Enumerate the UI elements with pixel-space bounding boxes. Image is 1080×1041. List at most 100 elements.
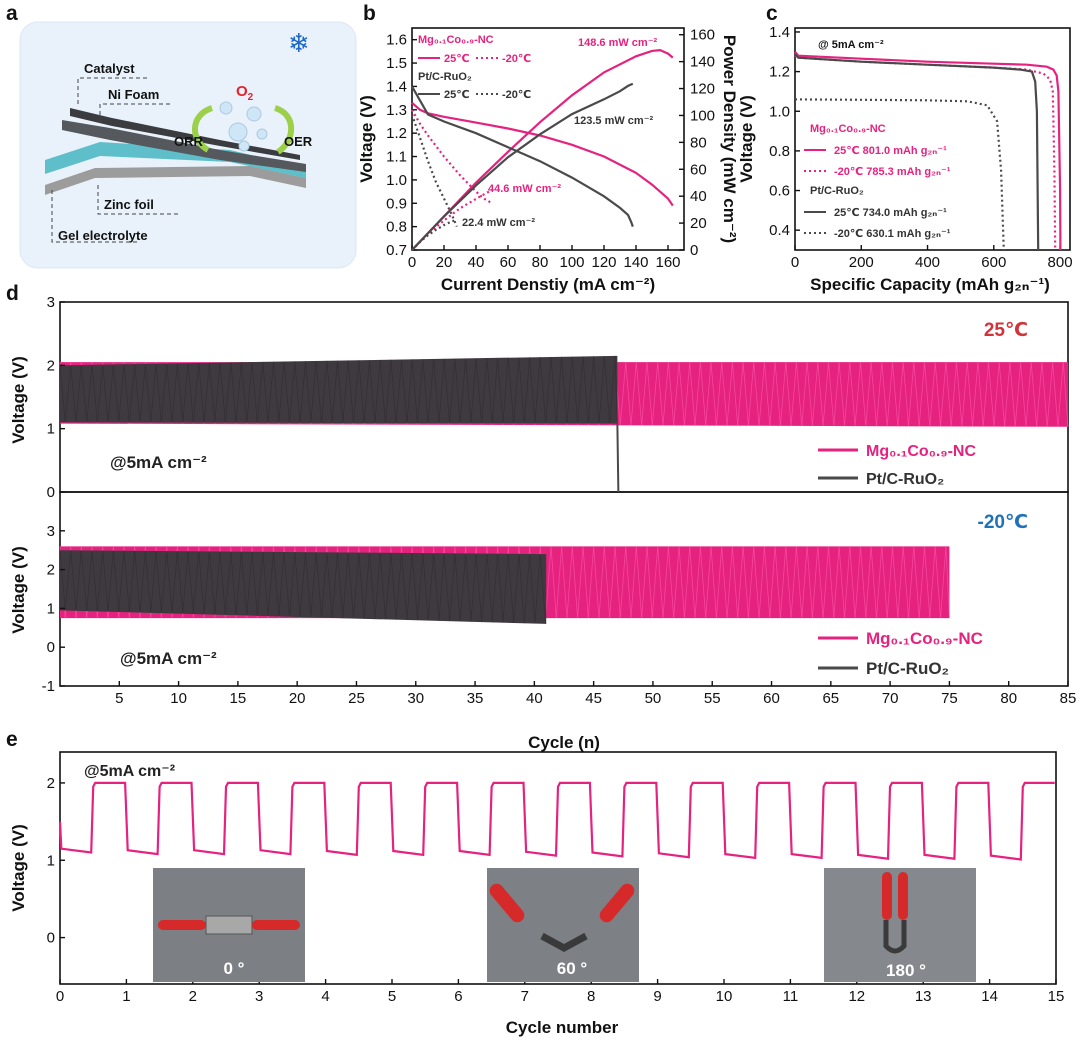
panel-e-x-tick-label: 6 bbox=[454, 988, 462, 1005]
ni-foam-leader bbox=[99, 103, 170, 122]
panel-d-bottom-legend-mg: Mg₀.₁Co₀.₉-NC bbox=[866, 629, 983, 648]
panel-c-y-tick-label: 1.0 bbox=[769, 103, 790, 120]
panel-b-y2-tick-label: 60 bbox=[690, 161, 707, 178]
photo-inset-60deg: 60 ° bbox=[487, 868, 639, 982]
zinc-foil-leader bbox=[97, 185, 178, 215]
clip-left bbox=[489, 883, 525, 923]
panel-e-frame bbox=[59, 751, 1057, 985]
panel-d-y0-tick-label: 3 bbox=[47, 294, 55, 311]
panel-c-x-tick-label: 200 bbox=[849, 254, 874, 271]
panel-e-title: @5mA cm⁻² bbox=[84, 763, 175, 780]
annotation-44: 44.6 mW cm⁻² bbox=[488, 183, 561, 195]
annotation-148: 148.6 mW cm⁻² bbox=[578, 37, 658, 49]
panel-d-failure-drop bbox=[616, 423, 620, 493]
panel-c-series-line bbox=[794, 51, 1062, 251]
bubble bbox=[246, 106, 262, 122]
panel-c-legend-pt-title: Pt/C-RuO₂ bbox=[810, 185, 864, 197]
photo-background bbox=[487, 868, 639, 982]
panel-c-legend-mg-title: Mg₀.₁Co₀.₉-NC bbox=[810, 123, 886, 135]
ni-foam-label: Ni Foam bbox=[108, 87, 159, 102]
panel-b-y-tick-label: 0.9 bbox=[386, 195, 407, 212]
panel-d-cycling-trace bbox=[59, 355, 618, 424]
panel-e-x-tick-label: 7 bbox=[521, 988, 529, 1005]
catalyst-label: Catalyst bbox=[84, 61, 135, 76]
panel-d-top-temp: 25℃ bbox=[984, 320, 1028, 341]
angle-label: 60 ° bbox=[557, 959, 588, 978]
panel-b-x-tick-label: 120 bbox=[591, 254, 616, 271]
panel-c-y-tick-label: 1.2 bbox=[769, 64, 790, 81]
clip-right bbox=[599, 883, 635, 923]
panel-c-legend-entry: -20℃ 630.1 mAh g₂ₙ⁻¹ bbox=[834, 228, 951, 240]
panel-d-x-tick-label: 45 bbox=[585, 690, 602, 707]
panel-b-y2-tick-label: 80 bbox=[690, 134, 707, 151]
bubble bbox=[256, 128, 268, 140]
panel-b-legend-pt-m20: -20℃ bbox=[502, 89, 531, 101]
panel-d-bottom-legend-pt: Pt/C-RuO₂ bbox=[866, 659, 949, 678]
panel-b-legend-mg-title: Mg₀.₁Co₀.₉-NC bbox=[418, 34, 494, 46]
panel-d-x-tick-label: 10 bbox=[170, 690, 187, 707]
ni-foam-layer bbox=[62, 120, 306, 172]
panel-b-y-tick-label: 1.2 bbox=[386, 125, 407, 142]
panel-b-x-tick-label: 80 bbox=[532, 254, 549, 271]
panel-c-xlabel: Specific Capacity (mAh g₂ₙ⁻¹) bbox=[810, 275, 1050, 294]
oer-arrow bbox=[273, 105, 295, 155]
panel-b-series-line bbox=[411, 85, 634, 227]
panel-e-y-tick-label: 2 bbox=[47, 775, 55, 792]
panel-b-y2-tick-label: 40 bbox=[690, 188, 707, 205]
zinc-foil-layer bbox=[45, 166, 306, 195]
panel-b-x-tick-label: 140 bbox=[623, 254, 648, 271]
snowflake-icon: ❄ bbox=[288, 28, 310, 58]
bubble bbox=[228, 122, 248, 142]
panel-b-legend-mg-m20: -20℃ bbox=[502, 53, 531, 65]
panel-b-y-tick-label: 1.3 bbox=[386, 102, 407, 119]
panel-b-y-tick-label: 1.6 bbox=[386, 32, 407, 49]
panel-d-top-legend-mg: Mg₀.₁Co₀.₉-NC bbox=[866, 443, 976, 460]
panel-b-x-tick-label: 160 bbox=[655, 254, 680, 271]
photo-inset-0deg: 0 ° bbox=[153, 868, 305, 982]
panel-e-voltage-trace bbox=[58, 781, 1055, 861]
panel-d-y0-tick-label: 0 bbox=[47, 484, 55, 501]
panel-e-x-tick-label: 14 bbox=[981, 988, 998, 1005]
panel-b-legend-mg-25: 25℃ bbox=[444, 53, 470, 65]
catalyst-leader bbox=[77, 77, 148, 104]
panel-e-x-tick-label: 4 bbox=[321, 988, 329, 1005]
panel-c-chart: 0 200 400 600 800 0.4 0.6 0.8 1.0 1.2 1.4 Specific… bbox=[737, 24, 1073, 294]
panel-c-title: @ 5mA cm⁻² bbox=[818, 39, 884, 51]
annotation-123: 123.5 mW cm⁻² bbox=[574, 115, 654, 127]
panel-d-y1-tick-label: 3 bbox=[47, 523, 55, 540]
panel-d-x-tick-label: 25 bbox=[348, 690, 365, 707]
panel-e-x-tick-label: 11 bbox=[783, 988, 799, 1005]
orr-label: ORR bbox=[174, 134, 204, 149]
angle-label: 0 ° bbox=[224, 959, 245, 978]
panel-b-ylabel: Voltage (V) bbox=[357, 95, 376, 183]
panel-b-series-line bbox=[411, 82, 634, 251]
panel-d-x-tick-label: 85 bbox=[1060, 690, 1077, 707]
photo-inset-180deg: 180 ° bbox=[824, 868, 976, 982]
panel-c-y-tick-label: 0.8 bbox=[769, 143, 790, 160]
gel-electrolyte-label: Gel electrolyte bbox=[58, 228, 148, 243]
panel-a-schematic: ❄ ORR OER O2 Catalyst Ni Foam Zinc foil … bbox=[19, 21, 357, 269]
panel-d-xlabel: Cycle (n) bbox=[528, 733, 600, 752]
panel-d-top-legend-pt: Pt/C-RuO₂ bbox=[866, 471, 944, 488]
o2-label: O2 bbox=[236, 83, 254, 103]
panel-b-x-tick-label: 60 bbox=[500, 254, 517, 271]
panel-b-frame bbox=[411, 27, 685, 251]
panel-d-label: d bbox=[6, 282, 19, 305]
clip-left bbox=[158, 920, 206, 930]
panel-e-x-tick-label: 5 bbox=[388, 988, 396, 1005]
panel-b-y2-tick-label: 100 bbox=[690, 107, 715, 124]
panel-d-top-ylabel: Voltage (V) bbox=[9, 356, 28, 444]
orr-arrow bbox=[192, 105, 214, 153]
panel-d-y1-tick-label: -1 bbox=[42, 678, 55, 695]
panel-c-x-tick-label: 800 bbox=[1048, 254, 1073, 271]
panel-b-y2-tick-label: 120 bbox=[690, 81, 715, 98]
panel-d-x-tick-label: 40 bbox=[526, 690, 543, 707]
panel-d-x-tick-label: 5 bbox=[115, 690, 123, 707]
panel-d-x-tick-label: 30 bbox=[407, 690, 424, 707]
panel-b-label: b bbox=[363, 2, 376, 25]
panel-e-x-tick-label: 2 bbox=[189, 988, 197, 1005]
panel-b-y2-tick-label: 160 bbox=[690, 27, 715, 44]
panel-b-y-tick-label: 0.7 bbox=[386, 242, 407, 259]
panel-d-x-tick-label: 80 bbox=[1000, 690, 1017, 707]
panel-c-frame bbox=[794, 27, 1071, 251]
